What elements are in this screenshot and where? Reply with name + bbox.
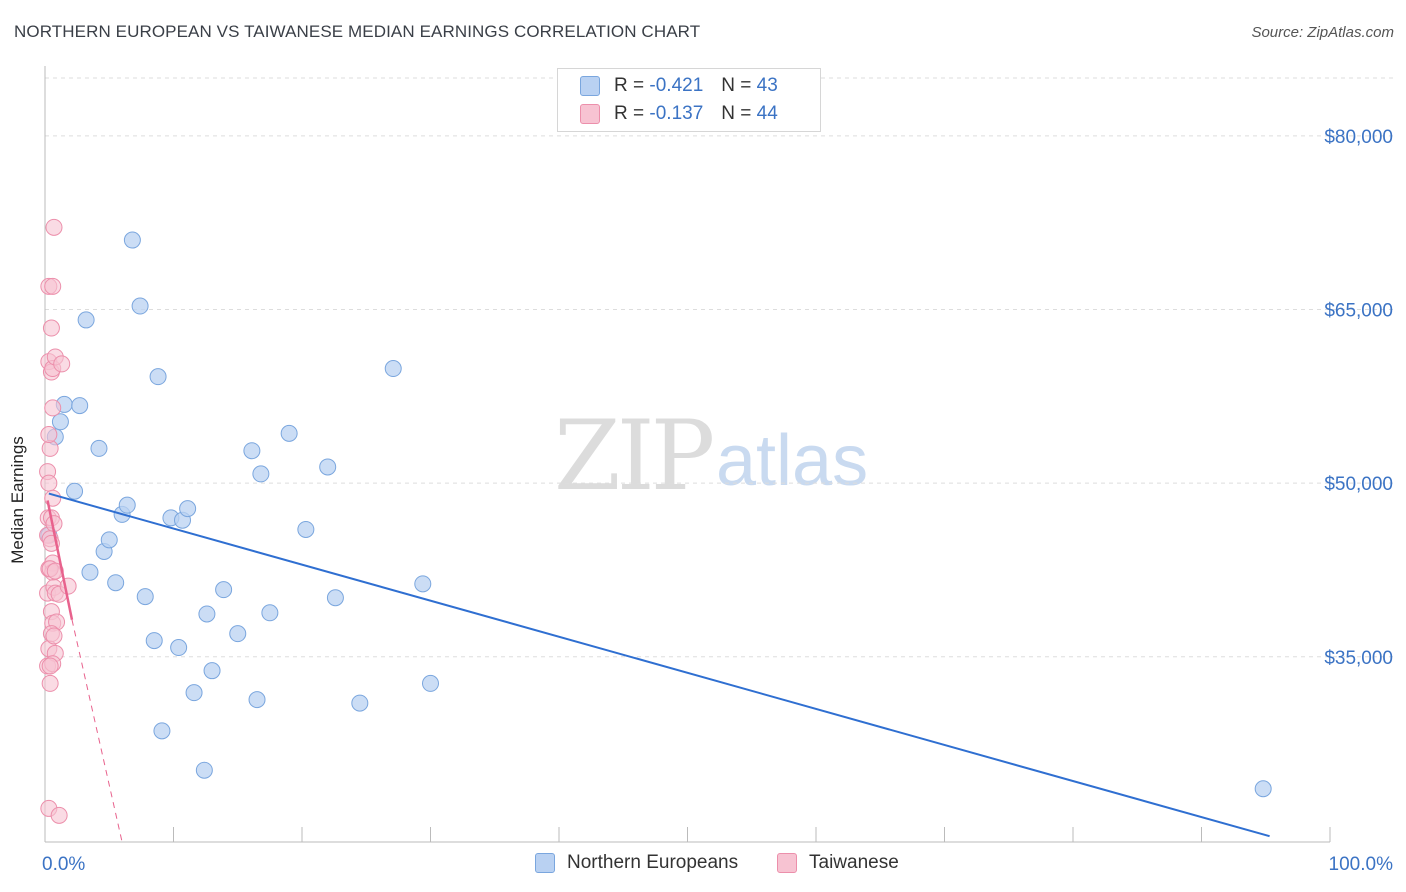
data-point-northern-european bbox=[280, 424, 298, 442]
legend-swatch-blue bbox=[580, 76, 600, 96]
legend-n-value: 43 bbox=[756, 75, 778, 96]
data-point-northern-european bbox=[422, 674, 439, 692]
data-point-northern-european bbox=[229, 625, 247, 643]
y-tick-label: $65,000 bbox=[1324, 301, 1393, 322]
data-point-northern-european bbox=[81, 563, 99, 581]
legend-r-label: R = bbox=[614, 103, 645, 124]
data-point-northern-european bbox=[1254, 780, 1272, 798]
data-point-taiwanese bbox=[45, 627, 63, 645]
y-axis-label: Median Earnings bbox=[8, 436, 27, 564]
legend-n-value: 44 bbox=[756, 103, 778, 124]
data-point-northern-european bbox=[145, 632, 163, 650]
series-legend-label: Taiwanese bbox=[809, 852, 899, 873]
x-tick-label-max: 100.0% bbox=[1329, 854, 1394, 875]
data-point-northern-european bbox=[319, 458, 337, 476]
data-point-northern-european bbox=[123, 231, 141, 249]
data-point-northern-european bbox=[131, 297, 149, 315]
data-point-northern-european bbox=[243, 442, 261, 460]
data-point-northern-european bbox=[77, 311, 95, 329]
data-point-northern-european bbox=[248, 691, 266, 709]
data-point-northern-european bbox=[185, 684, 203, 702]
data-point-northern-european bbox=[149, 368, 167, 386]
data-point-northern-european bbox=[118, 496, 136, 514]
legend-r-value: -0.421 bbox=[649, 75, 704, 96]
data-point-taiwanese bbox=[40, 426, 58, 444]
legend-row-taiwanese: R = -0.137 N = 44 bbox=[580, 101, 778, 127]
legend-swatch-pink bbox=[580, 104, 600, 124]
data-point-northern-european bbox=[261, 604, 279, 622]
data-point-northern-european bbox=[66, 482, 84, 500]
legend-r-value: -0.137 bbox=[649, 103, 704, 124]
series-swatch-blue bbox=[535, 853, 555, 873]
data-point-northern-european bbox=[195, 761, 213, 779]
data-point-northern-european bbox=[136, 588, 154, 606]
y-tick-label: $50,000 bbox=[1324, 474, 1393, 495]
data-point-northern-european bbox=[51, 413, 69, 431]
data-point-northern-european bbox=[71, 397, 89, 415]
data-point-taiwanese bbox=[40, 474, 58, 492]
series-legend-northern-europeans[interactable]: Northern Europeans bbox=[535, 852, 738, 874]
data-point-northern-european bbox=[384, 360, 402, 378]
data-point-taiwanese bbox=[53, 355, 71, 373]
data-point-northern-european bbox=[203, 662, 221, 680]
x-tick-label-min: 0.0% bbox=[42, 854, 85, 875]
data-point-northern-european bbox=[326, 589, 344, 607]
data-point-northern-european bbox=[90, 439, 108, 457]
data-point-northern-european bbox=[170, 639, 188, 657]
series-legend-label: Northern Europeans bbox=[567, 852, 739, 873]
data-point-taiwanese bbox=[59, 577, 77, 595]
watermark-atlas: atlas bbox=[716, 421, 869, 501]
series-legend: Northern Europeans Taiwanese bbox=[0, 852, 1406, 878]
data-point-northern-european bbox=[215, 581, 233, 599]
legend-n-label: N = bbox=[721, 75, 752, 96]
data-point-northern-european bbox=[414, 575, 432, 593]
trend-line-northern-europeans bbox=[48, 492, 1270, 838]
stats-legend: R = -0.421 N = 43 R = -0.137 N = 44 bbox=[557, 68, 821, 132]
data-point-taiwanese bbox=[45, 218, 63, 236]
legend-n-label: N = bbox=[721, 103, 752, 124]
data-point-taiwanese bbox=[44, 277, 62, 295]
series-swatch-pink bbox=[777, 853, 797, 873]
data-point-northern-european bbox=[107, 574, 125, 592]
watermark-zip: ZIP bbox=[554, 400, 715, 512]
trend-line-taiwanese bbox=[46, 500, 74, 620]
data-point-northern-european bbox=[198, 605, 216, 623]
y-tick-label: $35,000 bbox=[1324, 648, 1393, 669]
data-point-northern-european bbox=[179, 500, 197, 518]
data-point-taiwanese bbox=[41, 657, 59, 675]
data-point-taiwanese bbox=[50, 806, 68, 824]
trend-line-taiwanese-extended bbox=[71, 619, 123, 843]
data-point-northern-european bbox=[100, 531, 118, 549]
data-point-northern-european bbox=[153, 722, 171, 740]
data-point-northern-european bbox=[297, 520, 315, 538]
data-point-taiwanese bbox=[41, 674, 59, 692]
legend-r-label: R = bbox=[614, 75, 645, 96]
data-point-northern-european bbox=[252, 465, 270, 483]
data-point-taiwanese bbox=[42, 319, 60, 337]
chart-title: NORTHERN EUROPEAN VS TAIWANESE MEDIAN EA… bbox=[14, 22, 701, 41]
source-label: Source: ZipAtlas.com bbox=[1251, 24, 1394, 41]
series-legend-taiwanese[interactable]: Taiwanese bbox=[777, 852, 899, 874]
y-tick-label: $80,000 bbox=[1324, 127, 1393, 148]
data-point-taiwanese bbox=[44, 399, 62, 417]
data-point-northern-european bbox=[351, 694, 369, 712]
legend-row-northern-europeans: R = -0.421 N = 43 bbox=[580, 73, 778, 99]
